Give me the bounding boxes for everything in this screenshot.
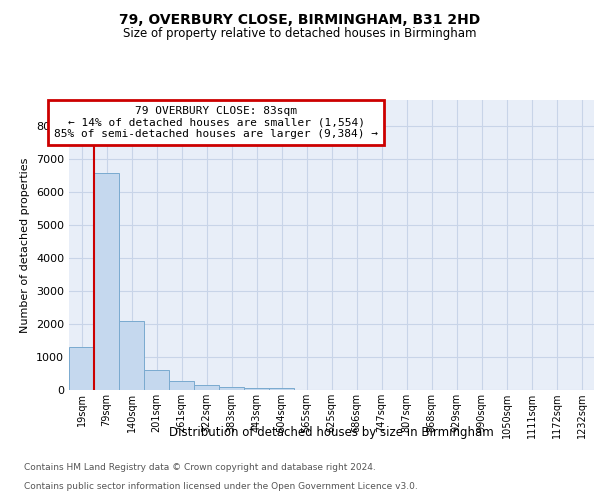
Bar [219, 386, 244, 390]
Bar [119, 321, 144, 390]
Bar [244, 388, 269, 390]
Bar [269, 388, 294, 390]
Text: Distribution of detached houses by size in Birmingham: Distribution of detached houses by size … [169, 426, 494, 439]
Text: 79, OVERBURY CLOSE, BIRMINGHAM, B31 2HD: 79, OVERBURY CLOSE, BIRMINGHAM, B31 2HD [119, 12, 481, 26]
Text: Size of property relative to detached houses in Birmingham: Size of property relative to detached ho… [123, 28, 477, 40]
Bar [194, 385, 219, 390]
Bar [144, 370, 169, 390]
Text: Contains HM Land Registry data © Crown copyright and database right 2024.: Contains HM Land Registry data © Crown c… [24, 464, 376, 472]
Text: Contains public sector information licensed under the Open Government Licence v3: Contains public sector information licen… [24, 482, 418, 491]
Bar [169, 381, 194, 390]
Bar [69, 347, 94, 390]
Text: 79 OVERBURY CLOSE: 83sqm
← 14% of detached houses are smaller (1,554)
85% of sem: 79 OVERBURY CLOSE: 83sqm ← 14% of detach… [54, 106, 378, 139]
Y-axis label: Number of detached properties: Number of detached properties [20, 158, 31, 332]
Bar [94, 172, 119, 390]
